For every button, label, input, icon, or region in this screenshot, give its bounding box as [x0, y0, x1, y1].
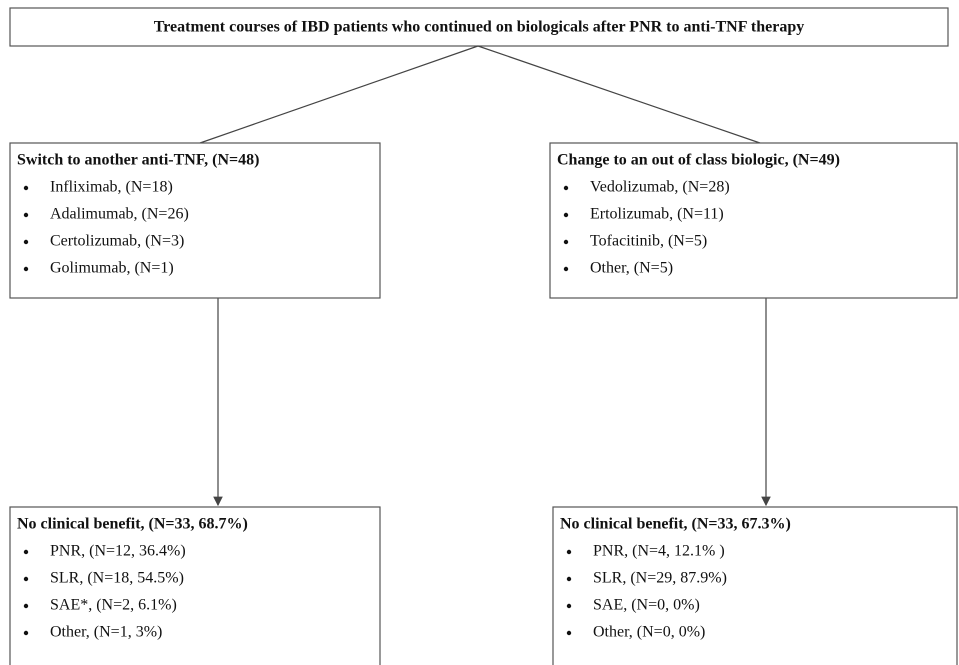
bullet	[23, 630, 29, 636]
node-item: PNR, (N=4, 12.1% )	[593, 543, 725, 560]
node-item: Other, (N=5)	[590, 260, 673, 277]
bullet	[23, 266, 29, 272]
node-item: Certolizumab, (N=3)	[50, 233, 184, 250]
title: Treatment courses of IBD patients who co…	[154, 19, 805, 36]
title-box	[9, 7, 949, 47]
node-title: No clinical benefit, (N=33, 67.3%)	[560, 516, 791, 533]
bullet	[563, 266, 569, 272]
node-item: Ertolizumab, (N=11)	[590, 206, 724, 223]
node-item: SLR, (N=18, 54.5%)	[50, 570, 184, 587]
node-box	[9, 142, 381, 299]
bullet	[23, 185, 29, 191]
connector	[477, 45, 761, 144]
bullet	[23, 549, 29, 555]
node-item: SAE*, (N=2, 6.1%)	[50, 597, 177, 614]
bullet	[563, 212, 569, 218]
node-item: Other, (N=1, 3%)	[50, 624, 162, 641]
bullet	[566, 576, 572, 582]
bullet	[563, 185, 569, 191]
bullet	[563, 239, 569, 245]
node-box	[9, 506, 381, 665]
bullet	[566, 603, 572, 609]
node-box	[549, 142, 958, 299]
node-item: PNR, (N=12, 36.4%)	[50, 543, 186, 560]
bullet	[23, 239, 29, 245]
bullet	[566, 549, 572, 555]
node-title: Switch to another anti-TNF, (N=48)	[17, 152, 259, 169]
node-item: Golimumab, (N=1)	[50, 260, 174, 277]
node-box	[552, 506, 958, 665]
node-item: Vedolizumab, (N=28)	[590, 179, 730, 196]
node-item: Other, (N=0, 0%)	[593, 624, 705, 641]
bullet	[566, 630, 572, 636]
node-title: No clinical benefit, (N=33, 68.7%)	[17, 516, 248, 533]
bullet	[23, 212, 29, 218]
node-item: Tofacitinib, (N=5)	[590, 233, 707, 250]
node-item: SAE, (N=0, 0%)	[593, 597, 700, 614]
node-item: Adalimumab, (N=26)	[50, 206, 189, 223]
connector	[199, 45, 479, 144]
bullet	[23, 576, 29, 582]
bullet	[23, 603, 29, 609]
node-item: Infliximab, (N=18)	[50, 179, 173, 196]
node-title: Change to an out of class biologic, (N=4…	[557, 152, 840, 169]
node-item: SLR, (N=29, 87.9%)	[593, 570, 727, 587]
